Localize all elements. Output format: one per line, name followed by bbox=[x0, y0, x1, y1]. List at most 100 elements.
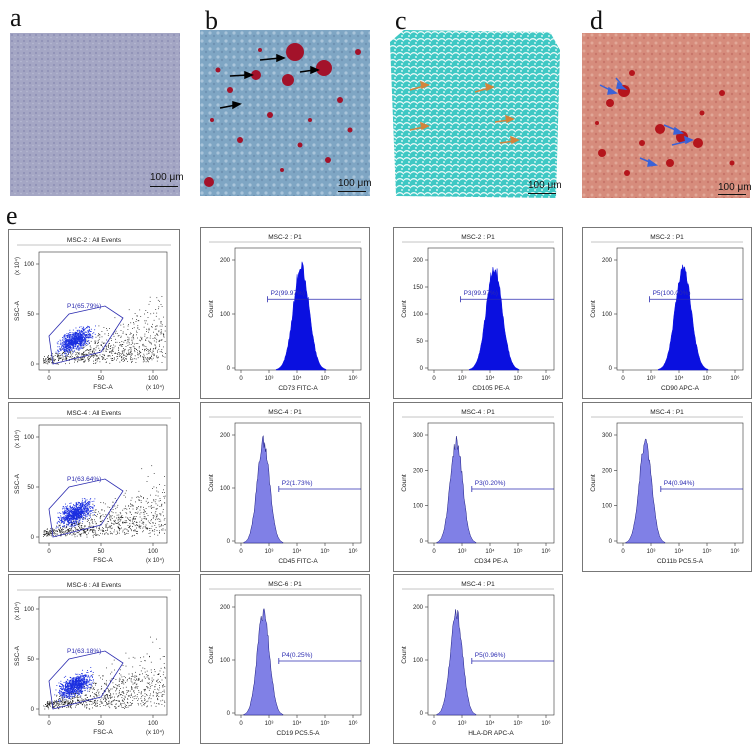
event-dot bbox=[74, 361, 75, 363]
event-dot bbox=[49, 358, 51, 359]
gated-dot bbox=[82, 511, 84, 512]
gated-dot bbox=[84, 345, 86, 347]
event-dot bbox=[97, 343, 98, 344]
event-dot bbox=[164, 356, 166, 358]
gated-dot bbox=[88, 333, 90, 335]
gated-dot bbox=[73, 509, 75, 511]
gated-dot bbox=[69, 350, 70, 352]
event-dot bbox=[141, 700, 143, 702]
gated-dot bbox=[84, 506, 86, 507]
event-dot bbox=[143, 530, 144, 532]
event-dot bbox=[163, 515, 164, 517]
gated-dot bbox=[84, 331, 86, 333]
event-dot bbox=[140, 495, 141, 497]
event-dot bbox=[66, 358, 68, 360]
event-dot bbox=[62, 700, 64, 702]
event-dot bbox=[129, 353, 131, 355]
event-dot bbox=[111, 532, 112, 534]
event-dot bbox=[75, 530, 76, 532]
event-dot bbox=[121, 341, 123, 342]
gated-dot bbox=[81, 515, 83, 517]
gated-dot bbox=[74, 513, 75, 515]
gated-dot bbox=[90, 328, 92, 330]
event-dot bbox=[153, 506, 155, 508]
gated-dot bbox=[60, 350, 62, 352]
event-dot bbox=[117, 353, 118, 355]
gated-dot bbox=[90, 675, 92, 677]
gated-dot bbox=[80, 677, 82, 679]
event-dot bbox=[95, 342, 96, 343]
event-dot bbox=[92, 350, 94, 352]
gated-dot bbox=[86, 680, 88, 682]
event-dot bbox=[97, 341, 99, 343]
event-dot bbox=[47, 356, 49, 358]
event-dot bbox=[116, 707, 117, 709]
event-dot bbox=[92, 525, 94, 527]
event-dot bbox=[88, 352, 90, 353]
gated-dot bbox=[79, 513, 81, 515]
event-dot bbox=[126, 342, 128, 344]
event-dot bbox=[49, 704, 50, 705]
y-axis-exponent: (x 10⁴) bbox=[14, 257, 21, 275]
event-dot bbox=[97, 689, 99, 691]
gated-dot bbox=[72, 685, 74, 686]
gated-dot bbox=[75, 334, 77, 336]
event-dot bbox=[105, 350, 107, 352]
gated-dot bbox=[65, 344, 67, 345]
event-dot bbox=[75, 701, 76, 703]
gated-dot bbox=[87, 507, 88, 509]
event-dot bbox=[69, 362, 70, 364]
gated-dot bbox=[74, 693, 76, 695]
event-dot bbox=[66, 356, 67, 358]
gated-dot bbox=[56, 522, 58, 524]
event-dot bbox=[66, 707, 68, 708]
event-dot bbox=[130, 520, 131, 522]
gated-dot bbox=[81, 684, 83, 686]
gated-dot bbox=[71, 507, 73, 508]
event-dot bbox=[104, 333, 106, 335]
event-dot bbox=[120, 516, 122, 518]
gated-dot bbox=[68, 696, 69, 697]
event-dot bbox=[52, 535, 54, 536]
event-dot bbox=[144, 360, 145, 362]
event-dot bbox=[85, 532, 86, 534]
gated-dot bbox=[64, 519, 66, 521]
event-dot bbox=[120, 519, 121, 521]
event-dot bbox=[103, 354, 105, 356]
event-dot bbox=[122, 361, 124, 362]
event-dot bbox=[131, 693, 132, 695]
gated-dot bbox=[82, 339, 83, 341]
event-dot bbox=[133, 696, 135, 697]
event-dot bbox=[162, 656, 164, 657]
event-dot bbox=[80, 699, 82, 701]
gated-dot bbox=[82, 340, 83, 342]
gated-dot bbox=[75, 511, 77, 512]
gated-dot bbox=[70, 342, 72, 344]
gated-dot bbox=[82, 673, 83, 675]
gated-dot bbox=[69, 686, 71, 687]
event-dot bbox=[155, 503, 157, 505]
event-dot bbox=[162, 525, 164, 527]
gated-dot bbox=[78, 505, 80, 507]
event-dot bbox=[118, 355, 120, 357]
event-dot bbox=[128, 342, 130, 343]
event-dot bbox=[65, 356, 67, 358]
gated-dot bbox=[81, 679, 83, 681]
gated-dot bbox=[74, 342, 76, 344]
gated-dot bbox=[84, 500, 86, 502]
event-dot bbox=[99, 704, 101, 705]
event-dot bbox=[83, 356, 85, 358]
event-dot bbox=[94, 530, 96, 532]
event-dot bbox=[113, 531, 115, 533]
event-dot bbox=[135, 343, 137, 344]
gated-dot bbox=[90, 674, 92, 676]
gated-dot bbox=[71, 517, 73, 519]
event-dot bbox=[146, 328, 147, 330]
event-dot bbox=[98, 334, 99, 336]
gated-dot bbox=[82, 517, 84, 519]
event-dot bbox=[138, 506, 139, 507]
event-dot bbox=[148, 340, 150, 342]
event-dot bbox=[156, 694, 158, 696]
event-dot bbox=[114, 706, 115, 708]
event-dot bbox=[130, 322, 132, 324]
